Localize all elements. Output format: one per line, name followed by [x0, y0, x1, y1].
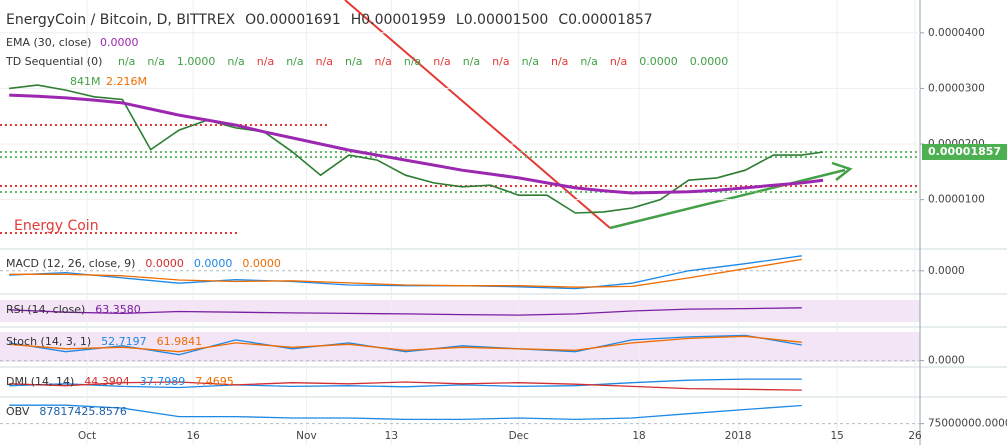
series-line [9, 307, 802, 316]
ohlc-value: C0.00001857 [558, 12, 652, 28]
td-value: n/a [522, 55, 539, 68]
x-tick-label: 15 [831, 430, 844, 442]
td-value: n/a [374, 55, 391, 68]
td-value: n/a [404, 55, 421, 68]
series-line [9, 378, 802, 389]
td-value: 0.0000 [690, 55, 729, 68]
td-value: n/a [147, 55, 164, 68]
x-tick-label: 2018 [725, 430, 752, 442]
ohlc-value: L0.00001500 [456, 12, 548, 28]
indicator-title: RSI (14, close) [6, 303, 85, 316]
td-value: n/a [433, 55, 450, 68]
trend-line [344, 0, 611, 229]
legend-value: 0.0000 [145, 257, 184, 270]
td-value: n/a [492, 55, 509, 68]
ohlc-value: H0.00001959 [351, 12, 446, 28]
x-tick-label: Nov [296, 430, 317, 442]
volume-value: 841M [70, 75, 101, 88]
x-tick-label: 16 [187, 430, 201, 442]
price-tag [922, 143, 1007, 160]
td-value: n/a [316, 55, 333, 68]
price-tag-label: 0.00001857 [928, 145, 1001, 158]
legend-value: 7.4695 [195, 375, 234, 388]
indicator-title: MACD (12, 26, close, 9) [6, 257, 135, 270]
legend-value: 63.3580 [95, 303, 141, 316]
legend-value: 37.7989 [140, 375, 186, 388]
y-tick-label: 0.0000100 [928, 194, 985, 206]
td-value: 1.0000 [177, 55, 216, 68]
series-line [9, 255, 802, 290]
price-line [9, 84, 824, 214]
legend-value: 87817425.8576 [39, 405, 126, 418]
x-tick-label: Dec [509, 430, 530, 442]
y-tick-label: 0.0000300 [928, 82, 985, 94]
volume-value: 2.216M [106, 75, 147, 88]
y-tick-label: 75000000.0000 [928, 418, 1007, 430]
trend-arrow [609, 168, 846, 230]
series-line [9, 258, 802, 288]
legend-value: 61.9841 [157, 335, 203, 348]
td-value: n/a [463, 55, 480, 68]
legend-value: 52.7197 [101, 335, 147, 348]
td-value: n/a [580, 55, 597, 68]
series-line [9, 93, 824, 195]
x-tick-label: Oct [78, 430, 96, 442]
series-line [9, 335, 802, 353]
ohlc-value: O0.00001691 [245, 12, 341, 28]
indicator-title: DMI (14, 14) [6, 375, 74, 388]
arrow-head [831, 161, 853, 181]
annotation: Energy Coin [14, 218, 99, 234]
td-value: n/a [227, 55, 244, 68]
x-tick-label: 18 [632, 430, 645, 442]
series-line [9, 404, 802, 421]
x-tick-label: 26 [908, 430, 922, 442]
td-value: n/a [610, 55, 627, 68]
panel-band [0, 300, 920, 322]
y-tick-label: 0.0000400 [928, 27, 985, 39]
td-title: TD Sequential (0) [5, 55, 102, 68]
td-value: n/a [286, 55, 303, 68]
legend-value: 44.3904 [84, 375, 130, 388]
td-value: n/a [257, 55, 274, 68]
y-tick-label: 0.0000 [928, 355, 965, 367]
td-value: 0.0000 [639, 55, 678, 68]
legend-value: 0.0000 [100, 36, 139, 49]
x-tick-label: 13 [385, 430, 398, 442]
y-tick-label: 0.0000 [928, 265, 965, 277]
legend-entry: EMA (30, close) [6, 36, 91, 49]
indicator-title: Stoch (14, 3, 1) [6, 335, 91, 348]
series-line [9, 381, 802, 391]
td-value: n/a [551, 55, 568, 68]
indicator-title: OBV [6, 405, 30, 418]
legend-value: 0.0000 [242, 257, 281, 270]
chart-title: EnergyCoin / Bitcoin, D, BITTREX [6, 12, 235, 28]
td-value: n/a [118, 55, 135, 68]
td-value: n/a [345, 55, 362, 68]
legend-value: 0.0000 [194, 257, 233, 270]
